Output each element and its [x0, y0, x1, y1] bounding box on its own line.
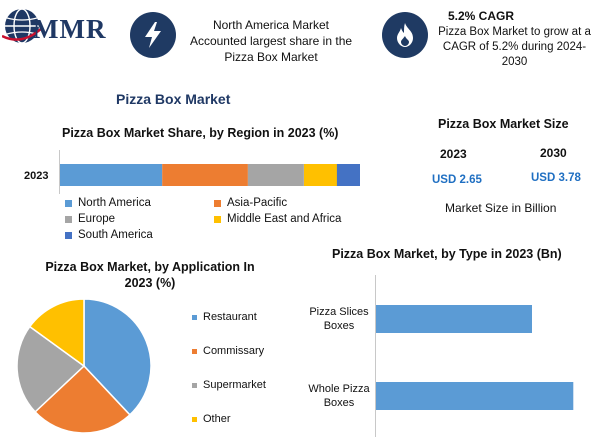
market-size-title: Pizza Box Market Size: [438, 117, 569, 131]
swatch-other: [192, 416, 197, 422]
region-axis-line: [59, 150, 60, 194]
type-bar-0: [376, 305, 532, 333]
legend-europe: Europe: [65, 213, 115, 225]
main-title: Pizza Box Market: [116, 91, 231, 107]
swatch-supermarket: [192, 382, 197, 388]
swatch-south-america: [65, 231, 72, 239]
swatch-commissary: [192, 348, 197, 354]
type-bar-chart: [376, 305, 574, 410]
legend-label: South America: [78, 229, 153, 241]
logo-text: MMR: [33, 14, 107, 44]
pie-legend-label: Supermarket: [203, 379, 266, 391]
pie-slice-0: [83, 298, 152, 416]
market-size-year-2023: 2023: [440, 147, 467, 161]
type-bar-1: [376, 382, 574, 410]
globe-icon: [2, 8, 42, 44]
legend-label: Middle East and Africa: [227, 213, 342, 225]
swatch-north-america: [65, 199, 72, 207]
flame-icon: [397, 23, 413, 47]
type-label-whole: Whole Pizza Boxes: [308, 383, 370, 409]
legend-middle-east-africa: Middle East and Africa: [214, 213, 341, 225]
pie-legend-label: Restaurant: [203, 311, 257, 323]
pie-legend-restaurant: Restaurant: [192, 311, 257, 323]
market-size-note: Market Size in Billion: [445, 201, 556, 215]
region-chart-title: Pizza Box Market Share, by Region in 202…: [62, 126, 339, 140]
market-size-note-text: Market Size in Billion: [445, 201, 557, 215]
legend-north-america: North America: [65, 197, 151, 209]
pie-legend-commissary: Commissary: [192, 345, 264, 357]
region-stacked-bar: [60, 164, 360, 186]
swatch-restaurant: [192, 314, 197, 320]
pie-legend-label: Other: [203, 413, 231, 425]
pie-legend-label: Commissary: [203, 345, 265, 357]
region-bar-segment-3: [304, 164, 337, 186]
pie-chart-title: Pizza Box Market, by Application In 2023…: [45, 260, 255, 290]
legend-south-america: South America: [65, 229, 153, 241]
swatch-europe: [65, 215, 72, 223]
market-size-year-2030: 2030: [540, 146, 567, 160]
fact2-icon-circle: [382, 12, 428, 58]
application-pie-chart: [16, 298, 152, 434]
legend-label: North America: [78, 197, 151, 209]
fact1-icon-circle: [130, 12, 176, 58]
type-label-slices: Pizza Slices Boxes: [309, 306, 369, 332]
swatch-asia-pacific: [214, 199, 221, 207]
region-category-label: 2023: [24, 170, 49, 182]
type-chart-title: Pizza Box Market, by Type in 2023 (Bn): [332, 247, 562, 261]
region-bar-segment-1: [162, 164, 248, 186]
logo: MMR: [2, 4, 122, 48]
fact1-text: North America Market Accounted largest s…: [189, 18, 353, 64]
pie-legend-other: Other: [192, 413, 231, 425]
region-bar-segment-4: [336, 164, 360, 186]
region-bar-segment-2: [247, 164, 304, 186]
swatch-middle-east-africa: [214, 215, 221, 223]
region-bar-segment-0: [60, 164, 163, 186]
pie-slice-3: [28, 298, 85, 368]
lightning-icon: [145, 22, 161, 48]
pie-legend-supermarket: Supermarket: [192, 379, 266, 391]
pie-slice-1: [34, 364, 131, 434]
market-size-value-2023: USD 2.65: [432, 174, 482, 186]
fact2-title: 5.2% CAGR: [448, 9, 515, 23]
legend-label: Europe: [78, 213, 116, 225]
legend-label: Asia-Pacific: [227, 197, 288, 209]
legend-asia-pacific: Asia-Pacific: [214, 197, 287, 209]
pie-slice-2: [16, 325, 86, 413]
type-axis-line: [375, 275, 376, 437]
market-size-value-2030: USD 3.78: [531, 172, 581, 184]
fact2-text: Pizza Box Market to grow at a CAGR of 5.…: [438, 26, 591, 68]
